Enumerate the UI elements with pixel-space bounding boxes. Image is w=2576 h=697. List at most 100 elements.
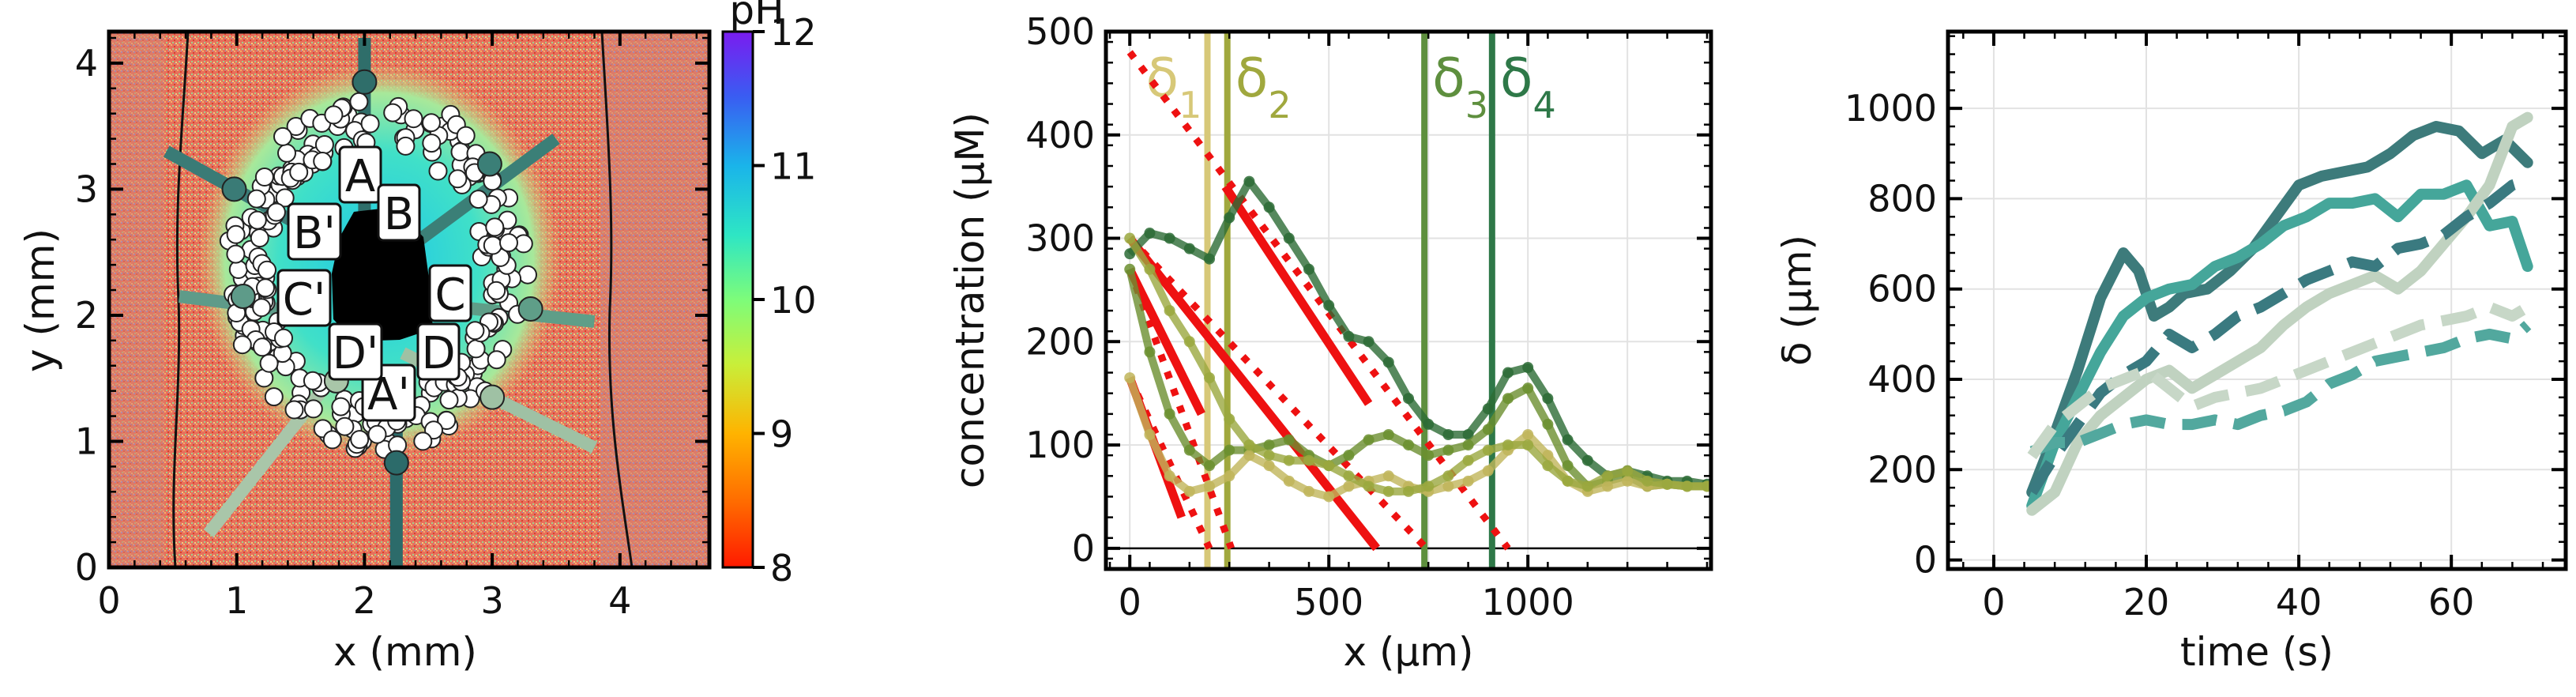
concentration-point xyxy=(1323,460,1335,472)
concentration-point xyxy=(1224,470,1235,482)
bead xyxy=(246,189,266,209)
colorbar-tick-label: 9 xyxy=(770,413,793,456)
bead xyxy=(284,400,304,420)
concentration-point xyxy=(1622,475,1634,487)
concentration-point xyxy=(1303,263,1315,275)
bead xyxy=(437,411,457,430)
ph-contour-left xyxy=(172,31,190,568)
delta-line-label: δ4 xyxy=(1500,47,1556,126)
bead xyxy=(465,321,485,341)
bead xyxy=(247,210,267,230)
concentration-point xyxy=(1442,444,1454,456)
ph-colorbar xyxy=(721,30,754,569)
delta-subscript: 2 xyxy=(1268,84,1291,126)
concentration-point xyxy=(1243,450,1255,462)
concentration-point xyxy=(1164,305,1175,317)
fit-extrapolation xyxy=(1126,376,1213,550)
bead xyxy=(413,431,433,451)
bead xyxy=(324,105,344,125)
bead xyxy=(274,328,293,348)
concentration-point xyxy=(1462,439,1474,451)
bead xyxy=(258,260,276,280)
concentration-point xyxy=(1144,346,1156,358)
bead xyxy=(232,335,252,355)
ph-map-left-strip xyxy=(109,32,164,567)
annotation-label: D' xyxy=(333,328,379,379)
ray-end-marker xyxy=(230,284,256,310)
concentration-point xyxy=(1442,470,1454,482)
bead xyxy=(228,260,248,279)
concentration-point xyxy=(1243,439,1255,451)
fit-line xyxy=(1221,184,1373,406)
annotation-label: D xyxy=(421,328,455,379)
bead xyxy=(487,350,506,370)
bead xyxy=(253,337,272,357)
bead xyxy=(331,397,351,416)
delta-ytick-label: 0 xyxy=(1914,539,1937,582)
concentration-point xyxy=(1224,444,1235,456)
bead xyxy=(303,371,322,390)
concentration-point xyxy=(1462,454,1474,466)
delta-series xyxy=(2026,111,2533,516)
concentration-xtick-label: 500 xyxy=(1294,581,1363,624)
bead xyxy=(226,224,246,244)
concentration-point xyxy=(1581,480,1593,492)
bead xyxy=(428,161,448,181)
delta-xtick-label: 60 xyxy=(2428,581,2475,624)
delta-series-dashed xyxy=(2027,301,2531,460)
concentration-ytick-label: 400 xyxy=(1025,114,1095,156)
bead xyxy=(275,188,295,208)
ph-map-xtick-label: 2 xyxy=(353,579,376,622)
concentration-point xyxy=(1601,470,1613,482)
bead xyxy=(303,399,323,419)
concentration-xtick-label: 1000 xyxy=(1482,581,1574,624)
concentration-point xyxy=(1323,300,1335,311)
concentration-point xyxy=(1183,336,1195,348)
concentration-point xyxy=(1183,243,1195,254)
bead xyxy=(277,143,296,163)
concentration-point xyxy=(1382,470,1394,482)
bead xyxy=(264,387,284,407)
concentration-xlabel: x (µm) xyxy=(1343,629,1473,675)
concentration-frame xyxy=(1104,29,1713,571)
ph-map-xtick-label: 4 xyxy=(608,579,631,622)
colorbar-tick-label: 11 xyxy=(770,145,817,188)
concentration-ytick-label: 100 xyxy=(1025,424,1095,466)
annotation-box xyxy=(428,264,472,322)
ph-map-axes: 0 1 2 3 4 0 1 2 3 4 xyxy=(75,32,709,622)
bead-ring xyxy=(219,92,537,459)
bead xyxy=(350,430,370,450)
bead xyxy=(466,339,486,359)
concentration-point xyxy=(1562,434,1574,446)
colorbar-tick-label: 10 xyxy=(770,279,817,322)
concentration-ylabel: concentration (µM) xyxy=(947,112,993,488)
bead xyxy=(252,298,272,318)
ray-end-marker xyxy=(517,296,543,322)
colorbar-tick-label: 12 xyxy=(770,11,817,54)
bead xyxy=(383,103,403,122)
annotation-label: B xyxy=(384,189,414,240)
bead xyxy=(499,233,518,253)
concentration-point xyxy=(1144,429,1156,440)
concentration-point xyxy=(1562,460,1574,472)
delta-xtick-label: 0 xyxy=(1982,581,2005,624)
delta-line-label: δ3 xyxy=(1432,47,1488,126)
concentration-point xyxy=(1363,434,1374,446)
concentration-point xyxy=(1124,248,1136,260)
delta-subscript: 1 xyxy=(1179,84,1202,126)
ph-map-frame xyxy=(107,29,712,570)
concentration-point xyxy=(1323,491,1335,503)
fit-extrapolation xyxy=(1126,50,1511,551)
ray-end-marker xyxy=(479,384,506,410)
delta-symbol: δ xyxy=(1235,47,1269,110)
delta-subscript: 3 xyxy=(1465,84,1488,126)
bead xyxy=(468,190,488,209)
delta-symbol: δ xyxy=(1432,47,1465,110)
concentration-point xyxy=(1283,475,1295,487)
bead xyxy=(396,136,416,156)
concentration-point xyxy=(1283,454,1295,466)
